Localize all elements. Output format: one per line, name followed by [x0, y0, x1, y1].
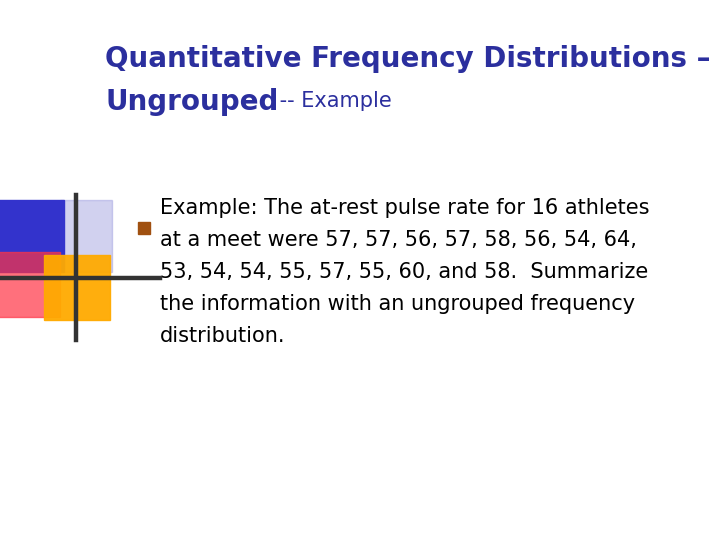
Text: -- Example: -- Example [273, 91, 392, 111]
Text: 53, 54, 54, 55, 57, 55, 60, and 58.  Summarize: 53, 54, 54, 55, 57, 55, 60, and 58. Summ… [160, 262, 648, 282]
Bar [44, 255, 110, 320]
Text: Example: The at-rest pulse rate for 16 athletes: Example: The at-rest pulse rate for 16 a… [160, 198, 649, 218]
Text: Quantitative Frequency Distributions –: Quantitative Frequency Distributions – [105, 45, 711, 73]
Bar [0, 200, 64, 272]
Text: Ungrouped: Ungrouped [105, 88, 279, 116]
Text: the information with an ungrouped frequency: the information with an ungrouped freque… [160, 294, 635, 314]
Bar [138, 222, 150, 234]
Text: at a meet were 57, 57, 56, 57, 58, 56, 54, 64,: at a meet were 57, 57, 56, 57, 58, 56, 5… [160, 230, 637, 250]
Bar [0, 252, 60, 317]
Bar [60, 200, 112, 272]
Text: distribution.: distribution. [160, 326, 286, 346]
